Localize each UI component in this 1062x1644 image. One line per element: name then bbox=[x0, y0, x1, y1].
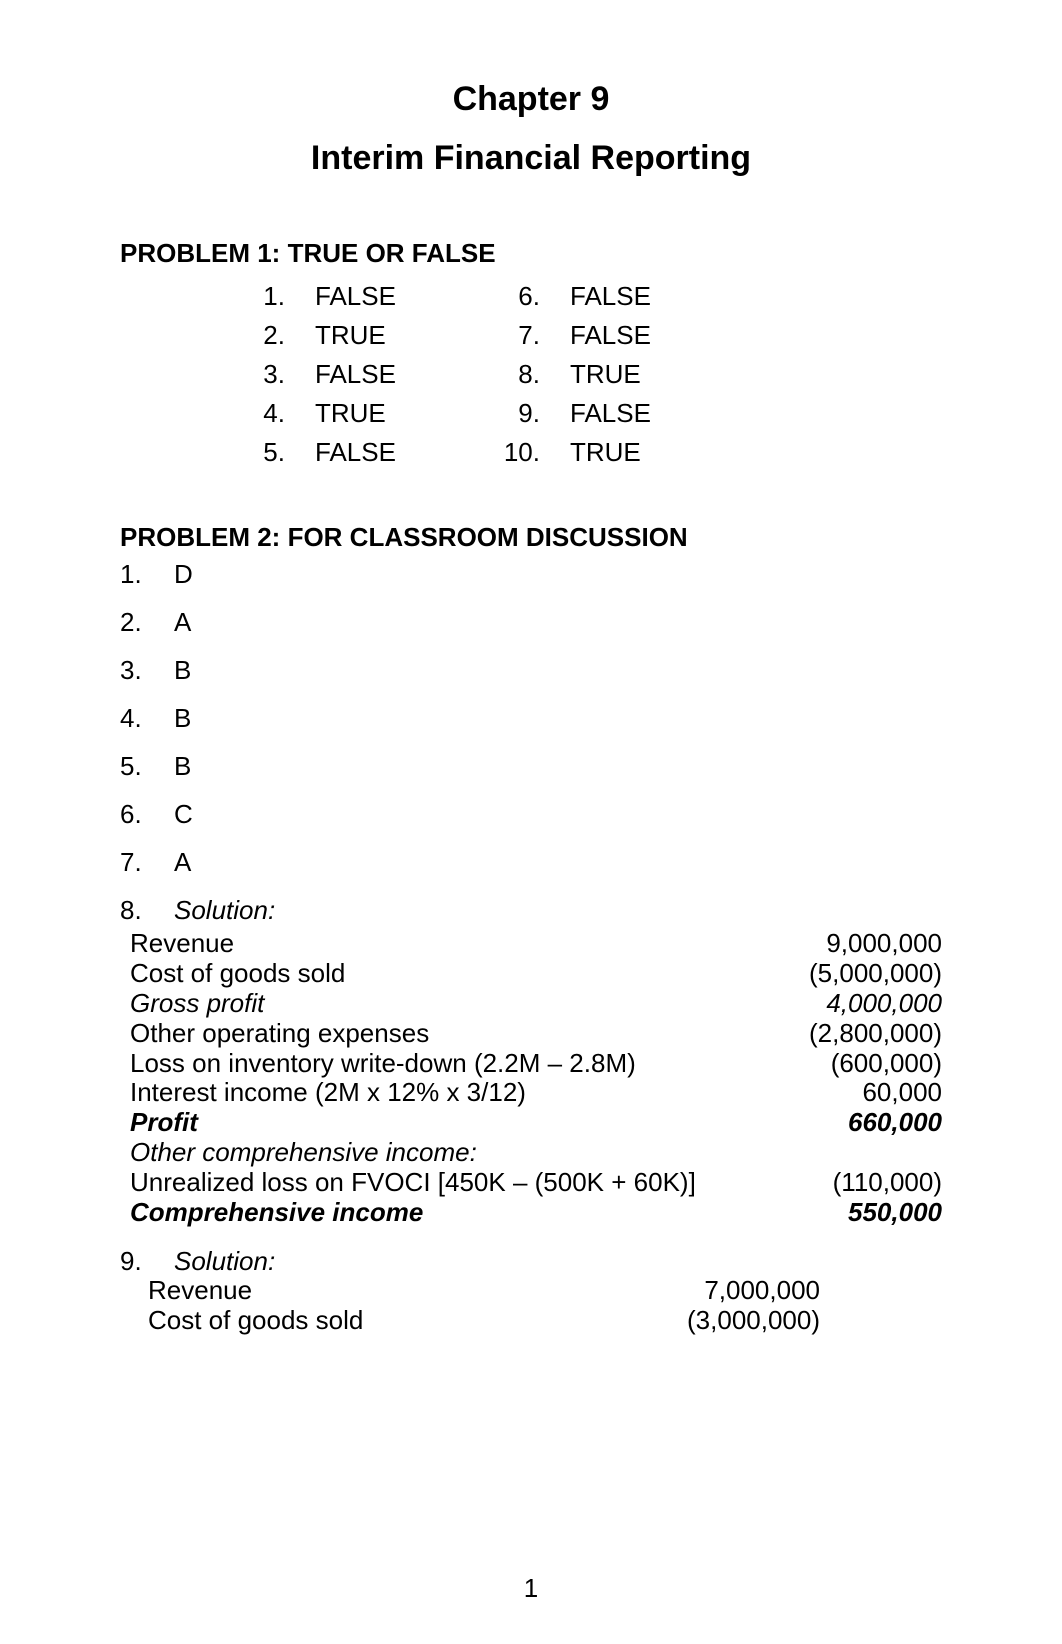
row-label: Cost of goods sold bbox=[120, 959, 345, 989]
problem1-heading: PROBLEM 1: TRUE OR FALSE bbox=[120, 238, 942, 269]
answer-item: 2.A bbox=[120, 609, 942, 635]
tf-row: 1. FALSE 6. FALSE bbox=[240, 277, 942, 316]
tf-row: 2. TRUE 7. FALSE bbox=[240, 316, 942, 355]
table-row: Cost of goods sold (3,000,000) bbox=[120, 1306, 942, 1336]
row-label: Unrealized loss on FVOCI [450K – (500K +… bbox=[120, 1168, 696, 1198]
tf-row: 5. FALSE 10. TRUE bbox=[240, 433, 942, 472]
table-row: Loss on inventory write-down (2.2M – 2.8… bbox=[120, 1049, 942, 1079]
true-false-list: 1. FALSE 6. FALSE 2. TRUE 7. FALSE 3. FA… bbox=[240, 277, 942, 472]
tf-num: 6. bbox=[485, 277, 540, 316]
tf-answer: TRUE bbox=[570, 355, 690, 394]
answer-item: 6.C bbox=[120, 801, 942, 827]
tf-answer: FALSE bbox=[570, 394, 690, 433]
row-label: Profit bbox=[120, 1108, 198, 1138]
solution-9-header: 9.Solution: bbox=[120, 1248, 942, 1274]
tf-answer: FALSE bbox=[570, 316, 690, 355]
table-row: Revenue 7,000,000 bbox=[120, 1276, 942, 1306]
row-label: Gross profit bbox=[120, 989, 264, 1019]
row-value: (5,000,000) bbox=[809, 959, 942, 989]
table-row: Other comprehensive income: bbox=[120, 1138, 942, 1168]
row-label: Revenue bbox=[120, 929, 234, 959]
tf-num: 4. bbox=[240, 394, 285, 433]
table-row: Unrealized loss on FVOCI [450K – (500K +… bbox=[120, 1168, 942, 1198]
problem2-heading: PROBLEM 2: FOR CLASSROOM DISCUSSION bbox=[120, 522, 942, 553]
solution-9-table: Revenue 7,000,000 Cost of goods sold (3,… bbox=[120, 1276, 942, 1336]
row-label: Other operating expenses bbox=[120, 1019, 429, 1049]
table-row: Profit 660,000 bbox=[120, 1108, 942, 1138]
answer-item: 1.D bbox=[120, 561, 942, 587]
tf-answer: TRUE bbox=[315, 316, 485, 355]
row-value: 7,000,000 bbox=[620, 1276, 820, 1306]
tf-num: 2. bbox=[240, 316, 285, 355]
tf-answer: FALSE bbox=[315, 433, 485, 472]
solution-8-table: Revenue 9,000,000 Cost of goods sold (5,… bbox=[120, 929, 942, 1228]
tf-num: 3. bbox=[240, 355, 285, 394]
row-value: 4,000,000 bbox=[826, 989, 942, 1019]
page-number: 1 bbox=[0, 1573, 1062, 1604]
row-label: Loss on inventory write-down (2.2M – 2.8… bbox=[120, 1049, 636, 1079]
table-row: Comprehensive income 550,000 bbox=[120, 1198, 942, 1228]
table-row: Interest income (2M x 12% x 3/12) 60,000 bbox=[120, 1078, 942, 1108]
answer-list: 1.D 2.A 3.B 4.B 5.B 6.C 7.A 8.Solution: bbox=[120, 561, 942, 923]
row-value: 60,000 bbox=[862, 1078, 942, 1108]
table-row: Revenue 9,000,000 bbox=[120, 929, 942, 959]
solution-8-header: 8.Solution: bbox=[120, 897, 942, 923]
tf-num: 9. bbox=[485, 394, 540, 433]
answer-item: 5.B bbox=[120, 753, 942, 779]
table-row: Other operating expenses (2,800,000) bbox=[120, 1019, 942, 1049]
tf-answer: FALSE bbox=[570, 277, 690, 316]
table-row: Gross profit 4,000,000 bbox=[120, 989, 942, 1019]
row-value: (2,800,000) bbox=[809, 1019, 942, 1049]
answer-item: 7.A bbox=[120, 849, 942, 875]
answer-item: 4.B bbox=[120, 705, 942, 731]
main-title: Interim Financial Reporting bbox=[120, 139, 942, 178]
row-value: (600,000) bbox=[831, 1049, 942, 1079]
row-label: Other comprehensive income: bbox=[120, 1138, 477, 1168]
answer-item: 3.B bbox=[120, 657, 942, 683]
row-label: Cost of goods sold bbox=[120, 1306, 620, 1336]
row-label: Comprehensive income bbox=[120, 1198, 423, 1228]
table-row: Cost of goods sold (5,000,000) bbox=[120, 959, 942, 989]
tf-num: 1. bbox=[240, 277, 285, 316]
tf-num: 5. bbox=[240, 433, 285, 472]
tf-answer: FALSE bbox=[315, 277, 485, 316]
tf-num: 7. bbox=[485, 316, 540, 355]
row-label: Revenue bbox=[120, 1276, 620, 1306]
row-value: (110,000) bbox=[833, 1168, 942, 1198]
row-label: Interest income (2M x 12% x 3/12) bbox=[120, 1078, 526, 1108]
tf-row: 4. TRUE 9. FALSE bbox=[240, 394, 942, 433]
tf-answer: TRUE bbox=[315, 394, 485, 433]
tf-row: 3. FALSE 8. TRUE bbox=[240, 355, 942, 394]
tf-num: 10. bbox=[485, 433, 540, 472]
row-value: 9,000,000 bbox=[826, 929, 942, 959]
chapter-title: Chapter 9 bbox=[120, 80, 942, 119]
row-value: 550,000 bbox=[848, 1198, 942, 1228]
row-value: 660,000 bbox=[848, 1108, 942, 1138]
tf-num: 8. bbox=[485, 355, 540, 394]
tf-answer: FALSE bbox=[315, 355, 485, 394]
tf-answer: TRUE bbox=[570, 433, 690, 472]
row-value: (3,000,000) bbox=[620, 1306, 820, 1336]
